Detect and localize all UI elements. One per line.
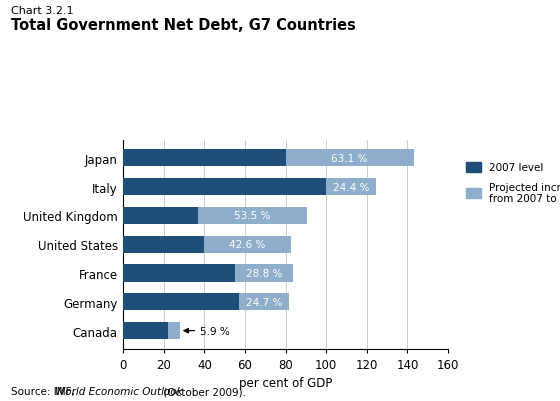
- Text: Source: IMF,: Source: IMF,: [11, 386, 78, 396]
- Bar: [204, 236, 291, 253]
- X-axis label: per cent of GDP: per cent of GDP: [239, 377, 332, 389]
- Text: 28.8 %: 28.8 %: [246, 268, 282, 278]
- Text: 63.1 %: 63.1 %: [332, 154, 368, 164]
- Bar: [239, 294, 289, 311]
- Bar: [123, 207, 198, 225]
- Bar: [235, 265, 293, 282]
- Bar: [123, 322, 168, 339]
- Text: Chart 3.2.1: Chart 3.2.1: [11, 6, 74, 16]
- Bar: [168, 322, 180, 339]
- Bar: [198, 207, 307, 225]
- Text: 42.6 %: 42.6 %: [230, 240, 266, 249]
- Bar: [286, 150, 414, 167]
- Bar: [123, 294, 239, 311]
- Text: 24.4 %: 24.4 %: [333, 182, 369, 192]
- Bar: [123, 178, 326, 196]
- Bar: [326, 178, 376, 196]
- Bar: [123, 150, 286, 167]
- Bar: [123, 236, 204, 253]
- Text: 24.7 %: 24.7 %: [246, 297, 282, 307]
- Text: World Economic Outlook: World Economic Outlook: [55, 386, 183, 396]
- Text: 53.5 %: 53.5 %: [235, 211, 271, 221]
- Text: 5.9 %: 5.9 %: [184, 326, 230, 336]
- Text: (October 2009).: (October 2009).: [160, 386, 246, 396]
- Legend: 2007 level, Projected increase
from 2007 to 2014: 2007 level, Projected increase from 2007…: [466, 162, 560, 204]
- Text: Total Government Net Debt, G7 Countries: Total Government Net Debt, G7 Countries: [11, 18, 356, 33]
- Bar: [123, 265, 235, 282]
